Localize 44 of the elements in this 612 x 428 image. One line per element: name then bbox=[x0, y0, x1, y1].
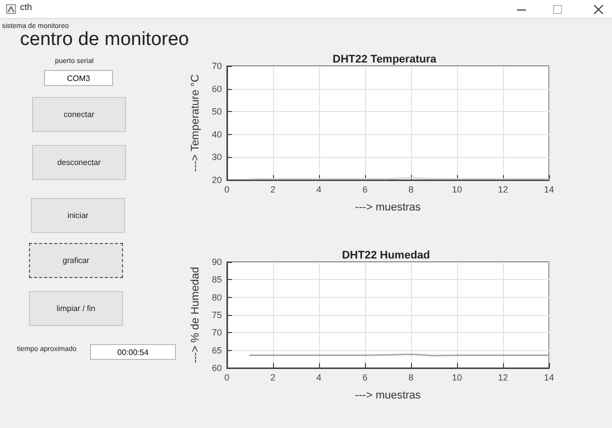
y-tick-label: 65 bbox=[212, 345, 222, 356]
y-tick-label: 40 bbox=[212, 129, 222, 140]
x-tick-label: 0 bbox=[224, 184, 230, 194]
x-tick-label: 8 bbox=[408, 372, 414, 382]
x-tick-label: 10 bbox=[452, 184, 462, 194]
x-tick-label: 12 bbox=[498, 184, 508, 194]
x-tick-label: 8 bbox=[408, 184, 414, 194]
x-tick-label: 10 bbox=[452, 372, 462, 382]
x-axis-title: ---> muestras bbox=[355, 202, 422, 214]
text: cth bbox=[20, 2, 32, 12]
x-tick-label: 2 bbox=[270, 184, 276, 194]
text: limpiar / fin bbox=[29, 291, 123, 326]
y-tick-label: 70 bbox=[212, 328, 222, 338]
y-tick-label: 60 bbox=[212, 84, 222, 94]
chart-title: DHT22 Temperatura bbox=[332, 54, 438, 66]
text: iniciar bbox=[31, 198, 125, 233]
x-tick-label: 6 bbox=[362, 184, 368, 194]
chart-title: DHT22 Humedad bbox=[342, 250, 430, 262]
x-axis-title: ---> muestras bbox=[355, 390, 422, 402]
x-tick-label: 4 bbox=[316, 372, 322, 382]
y-axis-title: ---> Temperature °C bbox=[190, 74, 202, 172]
text: 00:00:54 bbox=[90, 344, 176, 360]
text: COM3 bbox=[44, 70, 113, 86]
x-tick-label: 12 bbox=[498, 372, 508, 382]
y-tick-label: 20 bbox=[212, 175, 222, 185]
y-tick-label: 70 bbox=[212, 61, 222, 71]
text: desconectar bbox=[32, 145, 126, 180]
x-tick-label: 6 bbox=[362, 372, 368, 382]
x-tick-label: 14 bbox=[544, 372, 554, 382]
x-tick-label: 0 bbox=[224, 372, 230, 382]
y-tick-label: 30 bbox=[212, 152, 222, 162]
text: graficar bbox=[29, 243, 123, 278]
x-tick-label: 4 bbox=[316, 184, 322, 194]
y-axis-title: ---> % de Humedad bbox=[190, 266, 202, 364]
y-tick-label: 90 bbox=[212, 257, 222, 267]
y-tick-label: 80 bbox=[212, 292, 222, 302]
y-tick-label: 85 bbox=[212, 274, 222, 285]
x-tick-label: 14 bbox=[544, 184, 554, 194]
x-tick-label: 2 bbox=[270, 372, 276, 382]
text: conectar bbox=[32, 97, 126, 132]
y-tick-label: 60 bbox=[212, 363, 222, 373]
y-tick-label: 50 bbox=[212, 106, 222, 117]
text: centro de monitoreo bbox=[20, 29, 189, 51]
y-tick-label: 75 bbox=[212, 310, 222, 320]
